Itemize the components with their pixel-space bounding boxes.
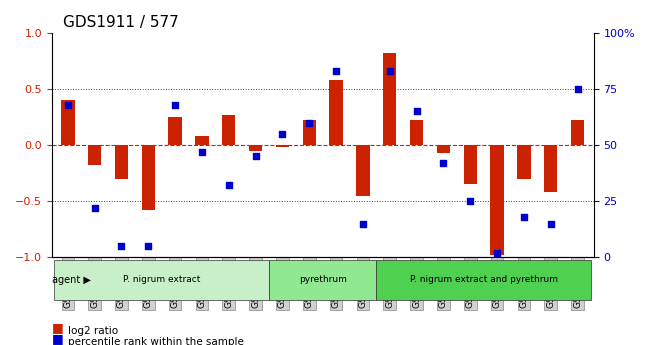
Text: ■: ■ [52,321,64,334]
Point [116,244,127,249]
Bar [437,145,450,153]
Point [411,108,422,114]
Point [519,214,529,220]
Bar [490,145,504,255]
Bar [330,80,343,145]
Point [492,250,502,256]
Point [143,244,153,249]
Text: percentile rank within the sample: percentile rank within the sample [68,337,244,345]
Text: P. nigrum extract and pyrethrum: P. nigrum extract and pyrethrum [410,275,558,284]
Bar [142,145,155,210]
Point [545,221,556,226]
Bar [61,100,75,145]
Point [197,149,207,155]
Text: log2 ratio: log2 ratio [68,326,118,336]
Point [278,131,288,137]
Bar [410,120,423,145]
Bar [571,120,584,145]
Bar [517,145,530,179]
Point [170,102,180,107]
Bar [276,145,289,147]
FancyBboxPatch shape [55,260,269,300]
Point [304,120,315,125]
FancyBboxPatch shape [376,260,591,300]
Bar [88,145,101,165]
Bar [249,145,263,151]
Point [358,221,368,226]
Bar [544,145,558,192]
Point [573,86,583,91]
Text: pyrethrum: pyrethrum [299,275,346,284]
Bar [195,136,209,145]
Point [385,68,395,73]
Bar [356,145,370,196]
FancyBboxPatch shape [269,260,376,300]
Bar [302,120,316,145]
Point [465,198,475,204]
Bar [463,145,477,184]
Point [62,102,73,107]
Point [438,160,448,166]
Bar [168,117,182,145]
Text: ■: ■ [52,332,64,345]
Text: P. nigrum extract: P. nigrum extract [123,275,200,284]
Bar [222,115,235,145]
Point [224,183,234,188]
Bar [383,53,396,145]
Point [90,205,100,211]
Bar [115,145,128,179]
Text: agent ▶: agent ▶ [52,275,90,285]
Text: GDS1911 / 577: GDS1911 / 577 [62,15,178,30]
Point [331,68,341,73]
Point [250,154,261,159]
